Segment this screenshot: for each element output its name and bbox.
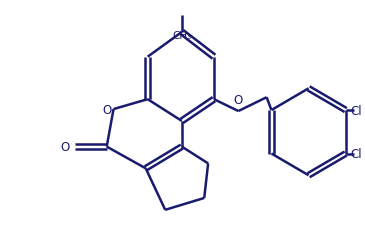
Text: Cl: Cl — [351, 147, 362, 160]
Text: O: O — [102, 103, 112, 116]
Text: O: O — [60, 140, 70, 153]
Text: CH₃: CH₃ — [172, 31, 191, 41]
Text: O: O — [234, 94, 243, 107]
Text: Cl: Cl — [351, 104, 362, 117]
